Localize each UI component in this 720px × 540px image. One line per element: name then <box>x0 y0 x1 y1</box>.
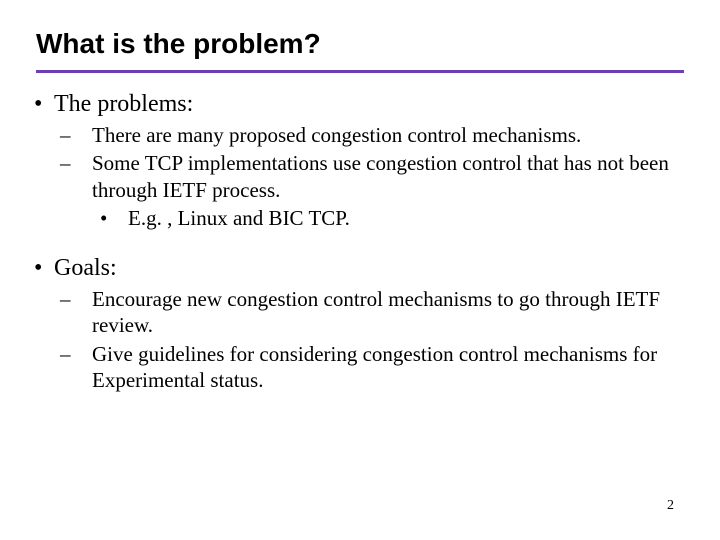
slide: What is the problem? The problems: There… <box>0 0 720 540</box>
page-number: 2 <box>667 498 674 514</box>
bullet-problems-item-1: There are many proposed congestion contr… <box>92 122 684 148</box>
bullet-goals-item-2: Give guidelines for considering congesti… <box>92 341 684 394</box>
section-gap <box>36 233 684 255</box>
bullet-goals-heading: Goals: <box>54 255 684 282</box>
slide-content: The problems: There are many proposed co… <box>36 91 684 393</box>
bullet-problems-subitem: E.g. , Linux and BIC TCP. <box>128 205 684 231</box>
bullet-problems-heading: The problems: <box>54 91 684 118</box>
bullet-goals-item-1: Encourage new congestion control mechani… <box>92 286 684 339</box>
slide-title: What is the problem? <box>36 28 684 60</box>
title-underline <box>36 70 684 73</box>
bullet-problems-item-2: Some TCP implementations use congestion … <box>92 150 684 203</box>
